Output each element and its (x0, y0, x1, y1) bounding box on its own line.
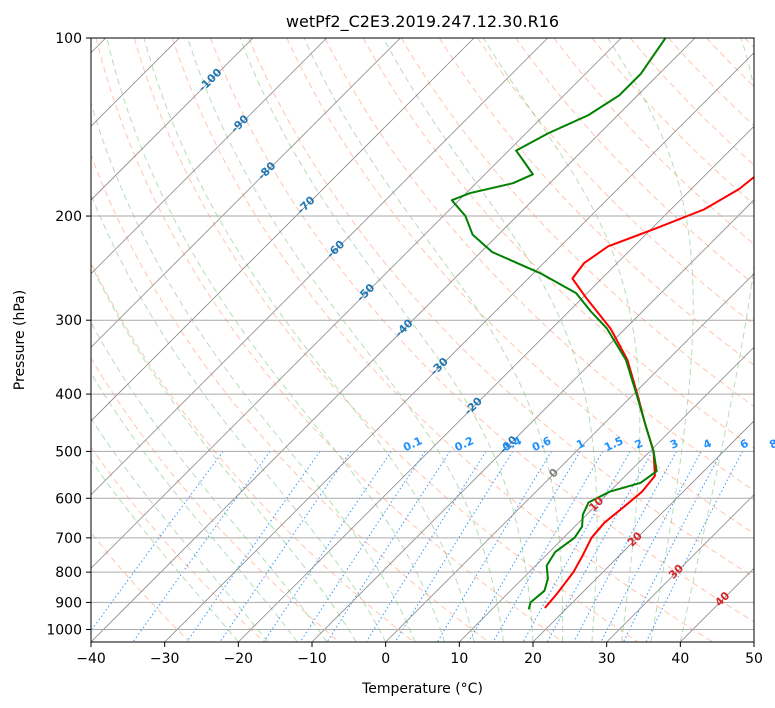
y-tick-label: 400 (55, 387, 82, 403)
dry-adiabat (91, 446, 265, 642)
y-tick-label: 700 (55, 531, 82, 547)
dry-adiabat (324, 38, 754, 492)
plot-frame (90, 37, 755, 643)
profile-lines (450, 38, 754, 610)
moist-adiabat (482, 38, 641, 642)
dry-adiabat (95, 38, 564, 642)
dry-adiabat (91, 153, 489, 642)
y-tick-label: 200 (55, 209, 82, 225)
isotherm-line (91, 38, 548, 496)
mixing-ratio-line (600, 451, 702, 642)
mixing-ratio-line (492, 451, 604, 642)
dry-adiabat (133, 38, 639, 642)
mixing-ratio-line (546, 451, 653, 642)
moist-adiabat (607, 38, 694, 642)
moist-adiabat (143, 38, 475, 642)
dry-adiabat (477, 38, 754, 326)
x-tick-label: 30 (598, 651, 616, 667)
dry-adiabat (210, 38, 754, 623)
y-tick-label: 800 (55, 565, 82, 581)
chart-title: wetPf2_C2E3.2019.247.12.30.R16 (286, 12, 559, 32)
mixing-ratio-line (573, 451, 677, 642)
moist-adiabat (91, 321, 328, 642)
x-tick-label: 50 (745, 651, 763, 667)
isotherm-line (91, 38, 327, 275)
isotherm-line (91, 38, 622, 569)
x-tick-label: −30 (150, 651, 180, 667)
x-tick-label: 10 (450, 651, 468, 667)
y-tick-label: 100 (55, 31, 82, 47)
mixing-ratio-line (219, 451, 352, 642)
mixing-ratio-line (91, 451, 224, 632)
mixing-ratio-line (645, 451, 743, 642)
x-axis-label: Temperature (°C) (361, 681, 483, 697)
isotherm-line (532, 420, 754, 642)
moist-adiabat (239, 38, 534, 642)
moist-adiabat (106, 38, 446, 642)
x-tick-label: −20 (224, 651, 254, 667)
y-tick-label: 500 (55, 444, 82, 460)
x-tick-label: −10 (297, 651, 327, 667)
x-tick-label: −40 (76, 651, 106, 667)
moist-adiabat (679, 38, 754, 642)
isotherm-line (91, 38, 254, 201)
y-tick-label: 300 (55, 313, 82, 329)
moist-adiabat (91, 372, 298, 642)
mixing-ratio-line (263, 451, 392, 642)
isotherm-line (91, 38, 696, 642)
background-lines (91, 38, 754, 642)
isotherm-line (91, 38, 475, 422)
x-axis: −40 −30 −20 −10 0 10 20 30 40 50 (76, 642, 763, 667)
moist-adiabat (91, 263, 357, 642)
mixing-ratio-line (365, 451, 487, 642)
isotherm-line (459, 346, 754, 642)
temperature-line (544, 175, 754, 609)
isotherm-line (385, 273, 754, 642)
y-axis: 100 200 300 400 500 600 700 800 900 1000 (46, 31, 91, 638)
y-tick-label: 900 (55, 595, 82, 611)
x-tick-label: 40 (671, 651, 689, 667)
isotherm-line (606, 494, 754, 642)
dewpoint-line (450, 38, 667, 610)
moist-adiabat (91, 417, 269, 642)
x-tick-label: 20 (524, 651, 542, 667)
mixing-ratio-label: 8 (767, 437, 775, 452)
y-axis-label: Pressure (hPa) (12, 290, 28, 390)
moist-adiabat (382, 38, 598, 642)
moist-adiabat (303, 38, 564, 642)
mixing-ratio-line (622, 451, 723, 642)
isotherm-line (238, 125, 754, 642)
moist-adiabat (91, 193, 387, 642)
dry-adiabat (438, 38, 754, 366)
y-tick-label: 1000 (46, 622, 82, 638)
dry-adiabat (171, 38, 713, 642)
moist-adiabat (187, 38, 504, 642)
x-tick-label: 0 (381, 651, 390, 667)
isotherm-line (91, 38, 401, 348)
mixing-ratio-line (186, 451, 321, 642)
y-tick-label: 600 (55, 491, 82, 507)
moist-adiabat (91, 459, 239, 642)
isotherm-line (164, 52, 754, 642)
